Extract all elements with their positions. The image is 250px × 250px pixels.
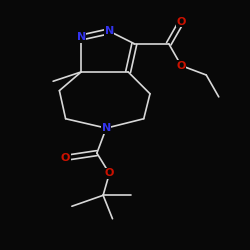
Text: O: O xyxy=(105,168,114,178)
Text: O: O xyxy=(176,17,186,27)
Text: N: N xyxy=(76,32,86,42)
Text: N: N xyxy=(102,123,111,133)
Text: O: O xyxy=(61,153,70,163)
Text: O: O xyxy=(176,61,186,71)
Text: N: N xyxy=(105,26,114,36)
